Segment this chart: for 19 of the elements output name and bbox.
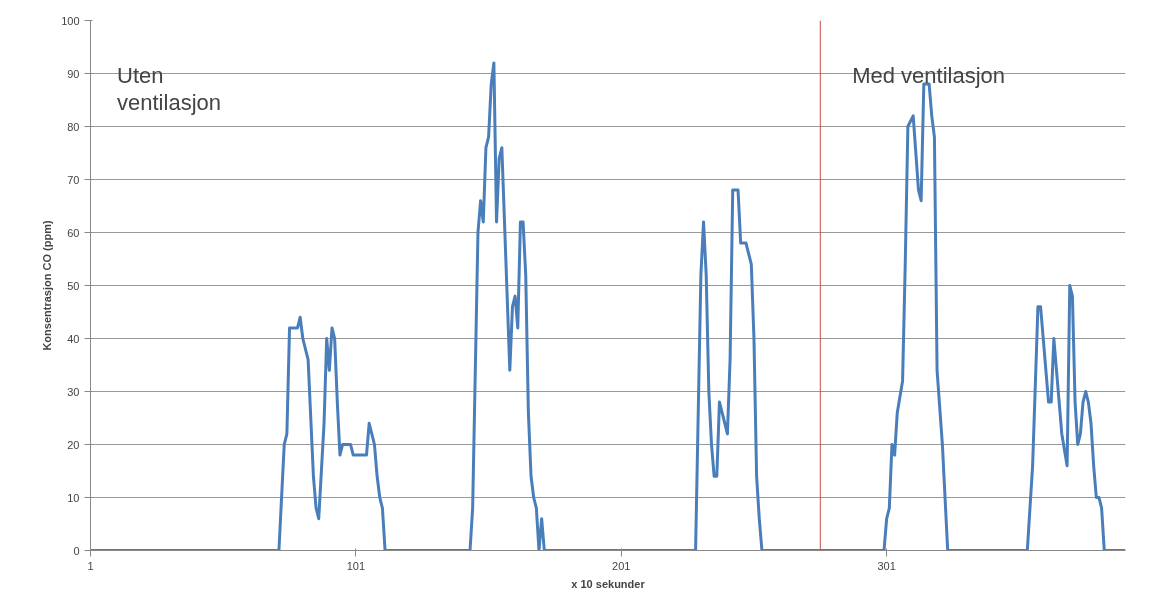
y-tick-label: 10 bbox=[67, 491, 80, 504]
x-tick-label: 301 bbox=[877, 559, 896, 572]
y-tick-label: 20 bbox=[67, 438, 80, 451]
y-tick-label: 40 bbox=[67, 332, 80, 345]
x-tick-label: 101 bbox=[346, 559, 366, 572]
y-axis-title: Konsentrasjon CO (ppm) bbox=[41, 220, 54, 351]
annotation: Uten ventilasjon bbox=[117, 62, 221, 116]
x-tick-label: 1 bbox=[87, 559, 94, 572]
y-tick-label: 70 bbox=[67, 173, 80, 186]
y-tick-label: 30 bbox=[67, 385, 80, 398]
y-tick-label: 60 bbox=[67, 226, 80, 239]
y-tick-label: 50 bbox=[67, 279, 80, 292]
x-axis-title: x 10 sekunder bbox=[571, 577, 646, 590]
annotation: Med ventilasjon bbox=[852, 62, 1006, 88]
y-tick-label: 100 bbox=[61, 14, 80, 27]
y-tick-label: 80 bbox=[67, 120, 80, 133]
y-tick-label: 0 bbox=[73, 544, 80, 557]
y-tick-label: 90 bbox=[67, 67, 80, 80]
x-tick-label: 201 bbox=[612, 559, 631, 572]
